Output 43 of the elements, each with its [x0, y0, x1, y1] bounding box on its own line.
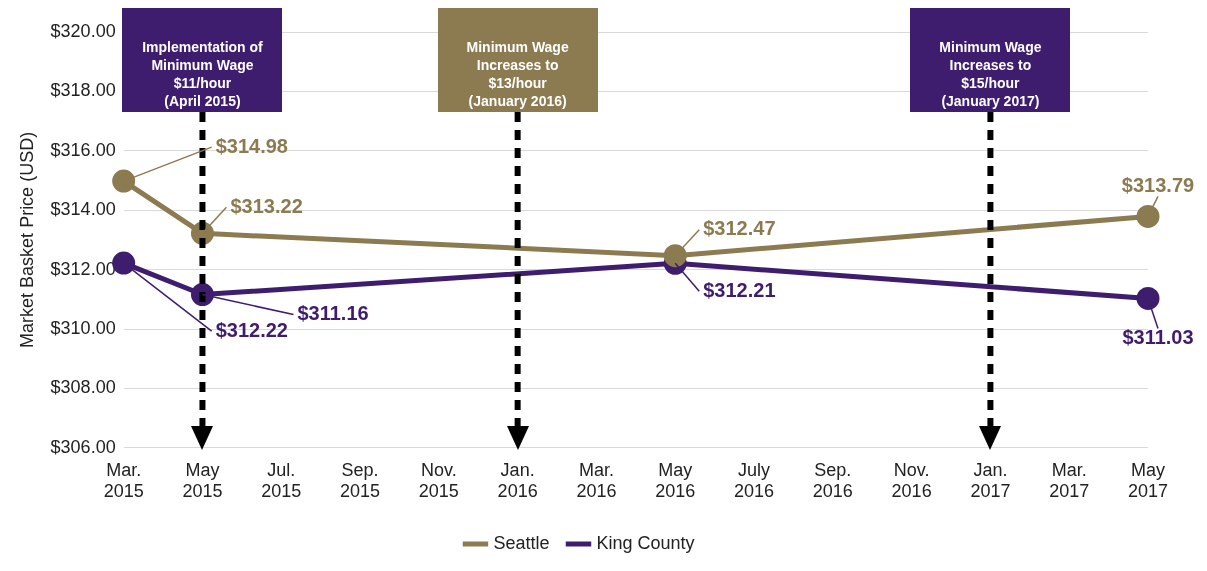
x-tick-label: Mar. 2015 [103, 459, 144, 502]
x-tick-label: May 2015 [182, 459, 223, 502]
legend-label: Seattle [493, 532, 550, 553]
point [663, 244, 687, 268]
data-label: $311.16 [297, 302, 369, 325]
data-label: $313.22 [230, 194, 303, 217]
x-tick-label: Mar. 2016 [576, 459, 617, 502]
x-tick-label: Sep. 2015 [340, 459, 381, 502]
x-tick-label: May 2017 [1127, 459, 1169, 502]
y-tick-label: $316.00 [50, 139, 116, 160]
ref-line-label: Implementation of Minimum Wage $11/hour (April 2015) [142, 38, 263, 111]
y-axis-title: Market Basket Price (USD) [16, 131, 37, 348]
x-tick-label: Jul. 2015 [261, 459, 302, 502]
data-label: $312.22 [215, 318, 288, 341]
y-tick-label: $306.00 [50, 436, 116, 457]
x-tick-label: Jan. 2016 [497, 459, 538, 502]
data-label: $312.47 [703, 217, 776, 240]
point [112, 169, 136, 193]
caption-box: Minimum Wage Increases to $15/hour (January 2017) [910, 8, 1071, 112]
data-label: $314.98 [215, 134, 288, 157]
caption-box: Minimum Wage Increases to $13/hour (January 2016) [437, 8, 598, 112]
x-tick-label: Nov. 2015 [418, 459, 459, 502]
x-tick-label: Nov. 2016 [891, 459, 932, 502]
y-tick-label: $314.00 [50, 199, 116, 220]
caption-box: Implementation of Minimum Wage $11/hour (April 2015) [122, 8, 283, 112]
x-tick-label: Sep. 2016 [812, 459, 853, 502]
y-tick-label: $318.00 [50, 80, 116, 101]
y-tick-label: $310.00 [50, 317, 116, 338]
y-tick-label: $308.00 [50, 377, 116, 398]
data-label: $312.21 [703, 278, 776, 301]
point [1136, 286, 1160, 310]
ref-line-label: Minimum Wage Increases to $15/hour (January 2017) [939, 38, 1042, 111]
data-label: $313.79 [1121, 173, 1195, 196]
y-tick-label: $312.00 [50, 258, 116, 279]
legend-label: King County [596, 532, 695, 553]
y-tick-label: $320.00 [50, 20, 116, 41]
data-label: $311.03 [1122, 325, 1194, 348]
x-tick-label: Mar. 2017 [1049, 459, 1090, 502]
point [1136, 204, 1160, 228]
x-tick-label: July 2016 [734, 459, 775, 502]
ref-line-label: Minimum Wage Increases to $13/hour (January 2016) [466, 38, 569, 111]
x-tick-label: May 2016 [655, 459, 696, 502]
x-tick-label: Jan. 2017 [970, 459, 1011, 502]
